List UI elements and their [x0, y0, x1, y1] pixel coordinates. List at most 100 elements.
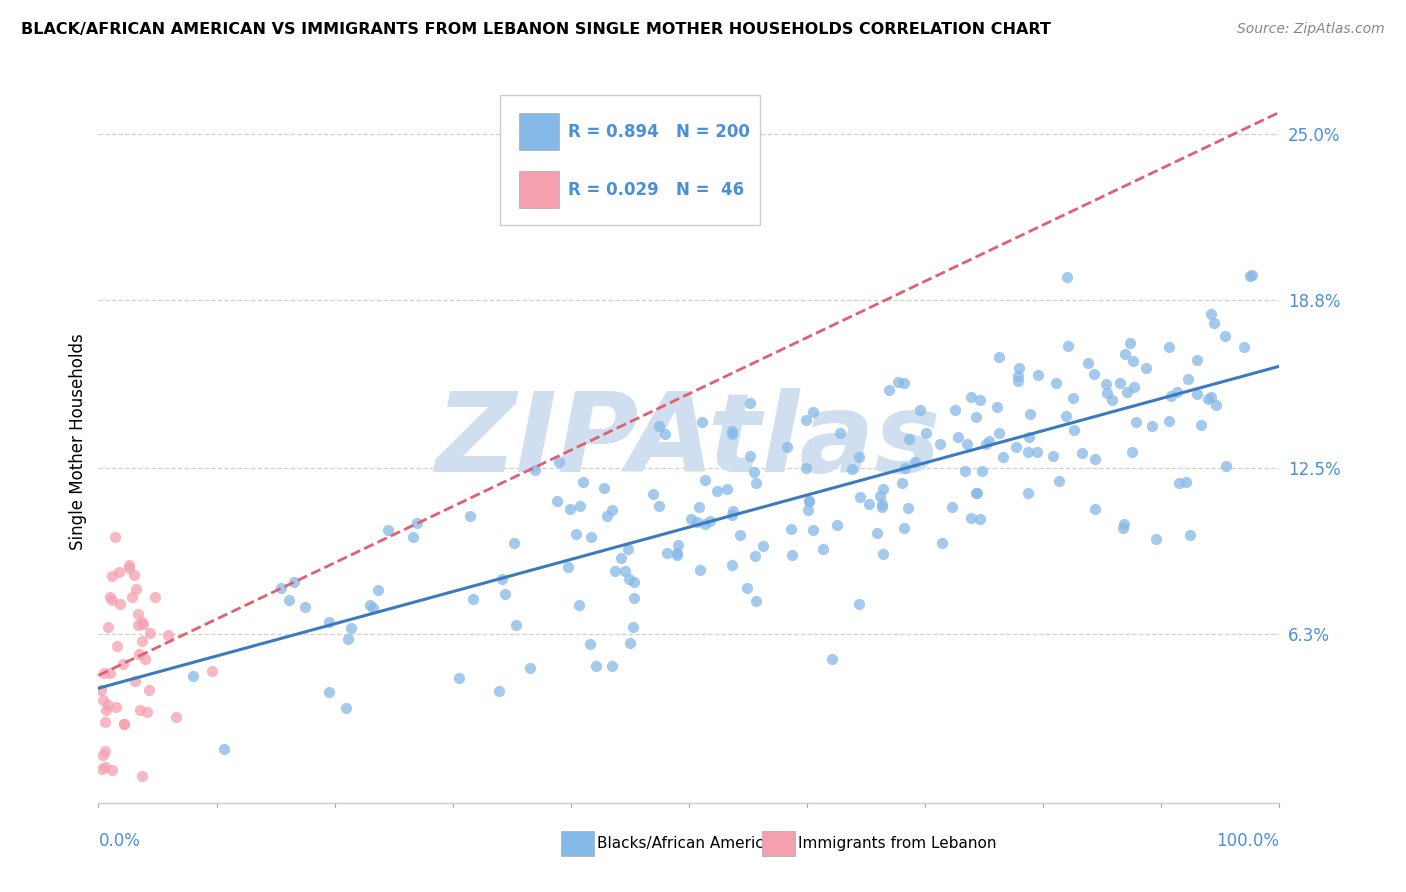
- Point: [593, 481, 616, 495]
- Point: [124, 673, 146, 688]
- Point: [201, 664, 224, 678]
- Point: [1199, 307, 1222, 321]
- Point: [872, 482, 894, 496]
- Point: [90, 762, 112, 776]
- Point: [897, 501, 920, 516]
- Point: [1205, 398, 1227, 412]
- Point: [335, 701, 357, 715]
- Point: [738, 449, 761, 463]
- Point: [367, 582, 389, 597]
- Point: [1095, 385, 1118, 400]
- Point: [735, 581, 758, 595]
- Text: 0.0%: 0.0%: [98, 831, 141, 850]
- Point: [1119, 335, 1142, 350]
- Point: [596, 509, 619, 524]
- Point: [943, 402, 966, 417]
- Point: [1008, 361, 1031, 376]
- Point: [585, 659, 607, 673]
- Point: [1045, 376, 1067, 390]
- Point: [1084, 501, 1107, 516]
- Point: [991, 450, 1014, 464]
- Point: [623, 591, 645, 605]
- Point: [458, 509, 481, 524]
- Point: [955, 464, 977, 478]
- Point: [972, 464, 994, 478]
- Point: [666, 546, 689, 560]
- Point: [1047, 474, 1070, 488]
- Point: [738, 396, 761, 410]
- Point: [568, 598, 591, 612]
- Point: [1121, 445, 1143, 459]
- Point: [619, 636, 641, 650]
- Point: [1028, 368, 1050, 383]
- Point: [848, 597, 870, 611]
- Point: [647, 419, 669, 434]
- Point: [974, 437, 997, 451]
- Point: [886, 375, 908, 389]
- Point: [136, 705, 159, 719]
- Point: [212, 742, 235, 756]
- Point: [143, 590, 166, 604]
- Point: [858, 497, 880, 511]
- Point: [93, 665, 115, 680]
- Point: [904, 455, 927, 469]
- Point: [122, 567, 145, 582]
- Point: [929, 437, 952, 451]
- Point: [870, 500, 893, 514]
- Point: [90, 683, 112, 698]
- Point: [623, 575, 645, 590]
- Point: [359, 598, 381, 612]
- Point: [108, 566, 131, 580]
- Point: [1159, 414, 1181, 428]
- Point: [721, 424, 744, 438]
- Point: [463, 592, 485, 607]
- Point: [1108, 376, 1130, 390]
- Point: [948, 429, 970, 443]
- Point: [104, 531, 127, 545]
- Point: [797, 503, 820, 517]
- Point: [979, 434, 1001, 449]
- Point: [801, 523, 824, 537]
- Point: [502, 535, 524, 549]
- Point: [524, 463, 547, 477]
- Point: [361, 600, 384, 615]
- Point: [131, 634, 153, 648]
- Point: [931, 536, 953, 550]
- Point: [617, 541, 640, 556]
- Point: [960, 511, 983, 525]
- Point: [693, 473, 716, 487]
- Point: [488, 684, 510, 698]
- Point: [1185, 387, 1208, 401]
- Point: [1140, 419, 1163, 434]
- Point: [100, 591, 122, 605]
- Point: [1018, 430, 1040, 444]
- FancyBboxPatch shape: [762, 831, 796, 855]
- Point: [654, 426, 676, 441]
- Text: Source: ZipAtlas.com: Source: ZipAtlas.com: [1237, 22, 1385, 37]
- Point: [1197, 392, 1219, 406]
- Point: [893, 376, 915, 390]
- Point: [695, 517, 717, 532]
- Point: [602, 659, 624, 673]
- Point: [699, 514, 721, 528]
- Point: [1026, 445, 1049, 459]
- Point: [519, 661, 541, 675]
- Point: [686, 516, 709, 530]
- Point: [93, 760, 115, 774]
- Point: [825, 518, 848, 533]
- FancyBboxPatch shape: [519, 170, 560, 208]
- Point: [1019, 408, 1042, 422]
- Point: [1062, 391, 1084, 405]
- Point: [572, 475, 595, 490]
- Point: [283, 574, 305, 589]
- Point: [1007, 369, 1029, 384]
- Point: [94, 703, 117, 717]
- Point: [782, 548, 804, 562]
- Point: [101, 593, 124, 607]
- Point: [1160, 389, 1182, 403]
- Point: [1178, 528, 1201, 542]
- Point: [101, 569, 124, 583]
- Point: [600, 503, 623, 517]
- Point: [128, 648, 150, 662]
- Point: [969, 393, 991, 408]
